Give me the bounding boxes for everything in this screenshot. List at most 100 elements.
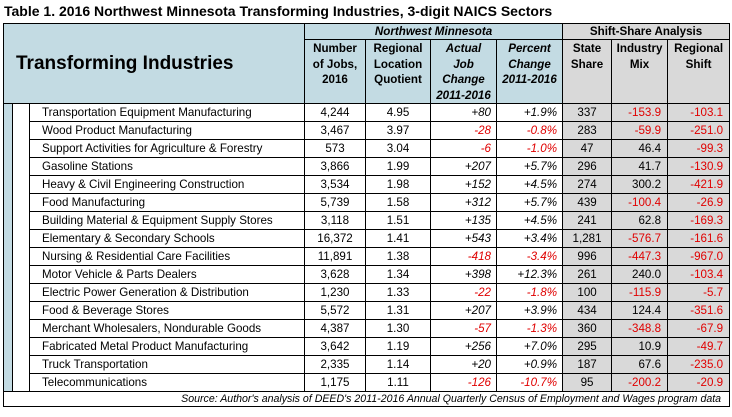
- industry-name-cell: Nursing & Residential Care Facilities: [29, 247, 305, 266]
- industry-mix-cell: -100.4: [611, 193, 669, 212]
- table-row: Merchant Wholesalers, Nondurable Goods 4,…: [4, 319, 731, 338]
- actual-change-cell: -57: [430, 319, 497, 338]
- percent-change-cell: -1.0%: [495, 139, 564, 158]
- group-header-row: Transforming Industries Northwest Minnes…: [3, 23, 731, 104]
- percent-change-cell: +5.7%: [495, 157, 564, 176]
- jobs-cell: 5,572: [304, 301, 366, 320]
- state-share-cell: 360: [562, 319, 613, 338]
- percent-change-cell: -10.7%: [495, 373, 564, 392]
- industry-name-cell: Telecommunications: [29, 373, 305, 392]
- regional-shift-cell: -103.4: [667, 265, 731, 284]
- actual-change-column-header: Actual Job Change 2011-2016: [430, 39, 497, 104]
- lq-cell: 1.98: [365, 175, 431, 194]
- industry-mix-cell: -348.8: [611, 319, 669, 338]
- left-spacer-cell: [12, 103, 30, 392]
- lq-cell: 1.31: [365, 301, 431, 320]
- actual-change-cell: +207: [430, 157, 497, 176]
- state-share-cell: 996: [562, 247, 613, 266]
- table-row: Truck Transportation 2,335 1.14 +20 +0.9% 187…: [4, 355, 731, 374]
- jobs-cell: 11,891: [304, 247, 366, 266]
- regional-shift-cell: -421.9: [667, 175, 731, 194]
- table-row: Heavy & Civil Engineering Construction 3,…: [4, 175, 731, 194]
- industry-name-cell: Wood Product Manufacturing: [29, 121, 305, 140]
- regional-shift-cell: -169.3: [667, 211, 731, 230]
- regional-shift-cell: -5.7: [667, 283, 731, 302]
- lq-cell: 1.19: [365, 337, 431, 356]
- jobs-cell: 3,467: [304, 121, 366, 140]
- industry-name-cell: Building Material & Equipment Supply Sto…: [29, 211, 305, 230]
- regional-shift-cell: -967.0: [667, 247, 731, 266]
- industry-name-cell: Support Activities for Agriculture & For…: [29, 139, 305, 158]
- regional-shift-cell: -67.9: [667, 319, 731, 338]
- table-row: Gasoline Stations 3,866 1.99 +207 +5.7% 296 41…: [4, 157, 731, 176]
- actual-change-cell: +207: [430, 301, 497, 320]
- table-row: Motor Vehicle & Parts Dealers 3,628 1.34 +3…: [4, 265, 731, 284]
- regional-shift-cell: -235.0: [667, 355, 731, 374]
- lq-cell: 3.97: [365, 121, 431, 140]
- industries-table: Transforming Industries Northwest Minnes…: [2, 23, 731, 407]
- table-row: Transportation Equipment Manufacturing 4,…: [3, 103, 731, 392]
- industry-name-cell: Food & Beverage Stores: [29, 301, 305, 320]
- jobs-cell: 3,534: [304, 175, 366, 194]
- state-share-cell: 100: [562, 283, 613, 302]
- table-row: Elementary & Secondary Schools 16,372 1.41…: [4, 229, 731, 248]
- jobs-cell: 5,739: [304, 193, 366, 212]
- column-header-row: Number of Jobs, 2016 Regional Location Q…: [4, 39, 731, 104]
- state-share-cell: 295: [562, 337, 613, 356]
- industry-name-cell: Gasoline Stations: [29, 157, 305, 176]
- percent-change-cell: -3.4%: [495, 247, 564, 266]
- lq-cell: 1.34: [365, 265, 431, 284]
- actual-change-cell: -28: [430, 121, 497, 140]
- industry-mix-cell: -153.9: [611, 103, 669, 122]
- industry-mix-cell: 62.8: [611, 211, 669, 230]
- actual-change-cell: +398: [430, 265, 497, 284]
- industry-mix-cell: 124.4: [611, 301, 669, 320]
- percent-change-cell: +5.7%: [495, 193, 564, 212]
- jobs-cell: 3,642: [304, 337, 366, 356]
- lq-cell: 1.99: [365, 157, 431, 176]
- lq-cell: 1.38: [365, 247, 431, 266]
- regional-shift-cell: -99.3: [667, 139, 731, 158]
- industry-name-cell: Elementary & Secondary Schools: [29, 229, 305, 248]
- source-row: Source: Author's analysis of DEED's 2011…: [2, 391, 731, 407]
- state-share-cell: 95: [562, 373, 613, 392]
- percent-change-cell: -0.8%: [495, 121, 564, 140]
- industry-mix-cell: -447.3: [611, 247, 669, 266]
- jobs-cell: 3,118: [304, 211, 366, 230]
- regional-shift-cell: -351.6: [667, 301, 731, 320]
- jobs-cell: 2,335: [304, 355, 366, 374]
- table-row: Telecommunications 1,175 1.11 -126 -10.7% 95-…: [4, 373, 731, 392]
- percent-change-cell: +7.0%: [495, 337, 564, 356]
- table-row: Support Activities for Agriculture & For…: [4, 139, 731, 158]
- industry-mix-cell: 10.9: [611, 337, 669, 356]
- industry-mix-cell: -115.9: [611, 283, 669, 302]
- industry-name-cell: Motor Vehicle & Parts Dealers: [29, 265, 305, 284]
- actual-change-cell: -126: [430, 373, 497, 392]
- state-share-cell: 434: [562, 301, 613, 320]
- actual-change-cell: -22: [430, 283, 497, 302]
- industry-mix-cell: -59.9: [611, 121, 669, 140]
- regional-shift-cell: -26.9: [667, 193, 731, 212]
- percent-change-cell: +12.3%: [495, 265, 564, 284]
- actual-change-cell: +20: [430, 355, 497, 374]
- table-row: Building Material & Equipment Supply Sto…: [4, 211, 731, 230]
- percent-change-column-header: Percent Change 2011-2016: [495, 39, 564, 104]
- table-row: Electric Power Generation & Distribution…: [4, 283, 731, 302]
- left-color-band: [3, 103, 13, 392]
- industry-name-cell: Heavy & Civil Engineering Construction: [29, 175, 305, 194]
- percent-change-cell: +4.5%: [495, 211, 564, 230]
- state-share-column-header: State Share: [562, 39, 613, 104]
- actual-change-cell: +80: [430, 103, 497, 122]
- percent-change-cell: +4.5%: [495, 175, 564, 194]
- state-share-cell: 283: [562, 121, 613, 140]
- table-row: Fabricated Metal Product Manufacturing 3,…: [4, 337, 731, 356]
- actual-change-cell: +256: [430, 337, 497, 356]
- jobs-cell: 4,244: [304, 103, 366, 122]
- table-row: Nursing & Residential Care Facilities 11,…: [4, 247, 731, 266]
- percent-change-cell: +1.9%: [495, 103, 564, 122]
- actual-change-cell: +312: [430, 193, 497, 212]
- lq-cell: 1.51: [365, 211, 431, 230]
- industry-name-cell: Fabricated Metal Product Manufacturing: [29, 337, 305, 356]
- lq-cell: 1.14: [365, 355, 431, 374]
- industry-mix-cell: 240.0: [611, 265, 669, 284]
